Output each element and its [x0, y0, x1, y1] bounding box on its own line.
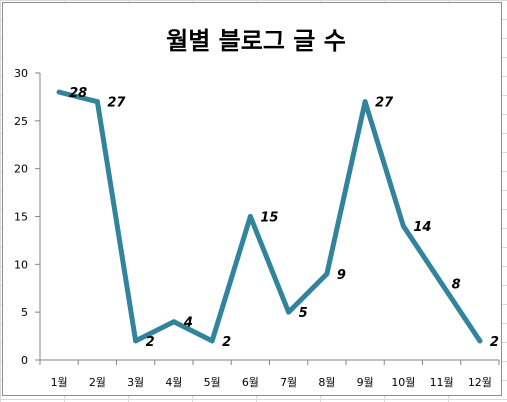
x-tick-label: 11월	[430, 376, 454, 389]
y-tick-label: 25	[14, 115, 28, 128]
data-label: 2	[490, 335, 499, 350]
data-label: 5	[299, 306, 308, 321]
data-point	[477, 338, 483, 344]
chart-area[interactable]: 월별 블로그 글 수 0 5 10 15 20 25 30 1월 2월 3월 4월 5월 6월 7월 8월 9…	[2, 2, 502, 396]
data-label: 14	[413, 220, 431, 235]
data-point	[56, 89, 62, 95]
x-tick-label: 3월	[127, 376, 144, 389]
data-label: 8	[452, 277, 461, 292]
data-label: 4	[183, 316, 193, 331]
x-tick-label: 5월	[204, 376, 221, 389]
data-labels: 28 27 2 4 2 15 5 9 27 14 8 2	[69, 86, 499, 350]
y-tick-label: 5	[21, 306, 28, 319]
data-point	[94, 99, 100, 105]
data-label: 27	[107, 96, 126, 111]
data-point	[247, 214, 253, 219]
x-tick-label: 8월	[318, 376, 335, 389]
y-tick-label: 20	[14, 163, 28, 176]
x-tick-label: 6월	[242, 376, 259, 389]
x-tick-label: 7월	[280, 376, 297, 389]
data-point	[286, 309, 292, 315]
x-tick-label: 1월	[51, 376, 68, 389]
y-tick-label: 10	[14, 258, 28, 271]
data-label: 9	[337, 268, 346, 283]
x-tick-label: 10월	[391, 376, 415, 389]
data-point	[171, 319, 177, 325]
data-point	[133, 338, 139, 344]
chart-title: 월별 블로그 글 수	[166, 27, 346, 55]
data-point	[209, 338, 215, 344]
data-point	[324, 271, 330, 277]
data-label: 2	[222, 335, 231, 350]
x-tick-label: 4월	[165, 376, 182, 389]
x-tick-label: 9월	[357, 376, 374, 389]
data-point	[362, 99, 368, 105]
series-line-layer	[56, 89, 483, 344]
data-point	[439, 280, 445, 286]
x-tick-label: 12월	[468, 376, 492, 389]
series-line	[56, 89, 483, 344]
y-tick-label: 0	[21, 354, 28, 367]
data-label: 28	[69, 86, 87, 101]
data-label: 2	[146, 335, 155, 350]
data-label: 15	[260, 211, 278, 226]
y-tick-label: 30	[14, 67, 28, 80]
x-tick-label: 2월	[89, 376, 106, 389]
data-label: 27	[375, 96, 394, 111]
y-tick-label: 15	[14, 211, 28, 224]
data-point	[400, 223, 406, 229]
